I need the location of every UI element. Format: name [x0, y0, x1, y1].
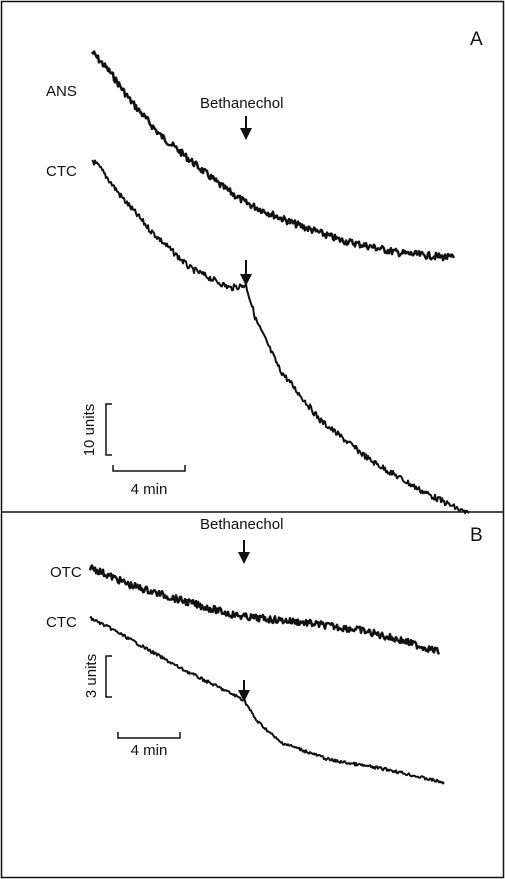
scale-bar-y: [105, 655, 112, 698]
scale-label: 3 units: [83, 654, 100, 698]
scale-label: 4 min: [131, 481, 168, 498]
trace: [88, 564, 441, 655]
trace-label: CTC: [46, 614, 77, 631]
scale-bar-x: [117, 732, 181, 739]
trace: [89, 616, 445, 785]
scale-label: 4 min: [131, 742, 168, 759]
arrow: [238, 540, 250, 702]
trace-label: CTC: [46, 163, 77, 180]
annotation: Bethanechol: [200, 516, 283, 533]
trace-label: OTC: [50, 564, 82, 581]
panel-label: B: [470, 525, 483, 546]
trace-label: ANS: [46, 83, 77, 100]
scale-bar-y: [105, 403, 112, 456]
trace: [90, 50, 456, 262]
scale-label: 10 units: [81, 404, 98, 457]
trace: [91, 159, 470, 515]
panel-label: A: [470, 29, 483, 50]
scale-bar-x: [112, 465, 186, 472]
arrow: [240, 116, 252, 286]
annotation: Bethanechol: [200, 95, 283, 112]
